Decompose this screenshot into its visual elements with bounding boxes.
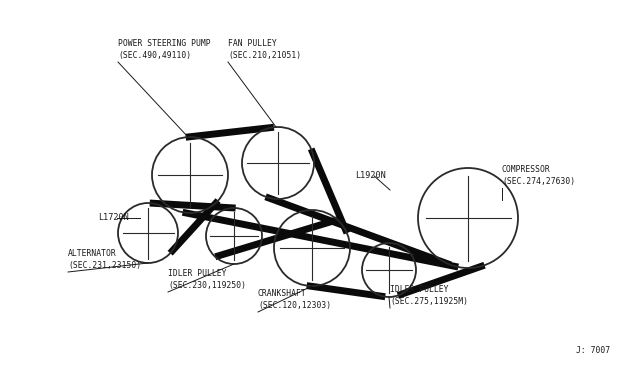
Text: IDLER PULLEY
(SEC.275,11925M): IDLER PULLEY (SEC.275,11925M) bbox=[390, 285, 468, 306]
Text: COMPRESSOR
(SEC.274,27630): COMPRESSOR (SEC.274,27630) bbox=[502, 165, 575, 186]
Text: POWER STEERING PUMP
(SEC.490,49110): POWER STEERING PUMP (SEC.490,49110) bbox=[118, 39, 211, 60]
Text: CRANKSHAFT
(SEC.120,12303): CRANKSHAFT (SEC.120,12303) bbox=[258, 289, 331, 310]
Text: J: 7007: J: 7007 bbox=[576, 346, 610, 355]
Text: FAN PULLEY
(SEC.210,21051): FAN PULLEY (SEC.210,21051) bbox=[228, 39, 301, 60]
Text: ALTERNATOR
(SEC.231,23150): ALTERNATOR (SEC.231,23150) bbox=[68, 249, 141, 270]
Text: L1720N: L1720N bbox=[98, 214, 129, 222]
Text: L1920N: L1920N bbox=[355, 171, 386, 180]
Text: IDLER PULLEY
(SEC.230,119250): IDLER PULLEY (SEC.230,119250) bbox=[168, 269, 246, 290]
